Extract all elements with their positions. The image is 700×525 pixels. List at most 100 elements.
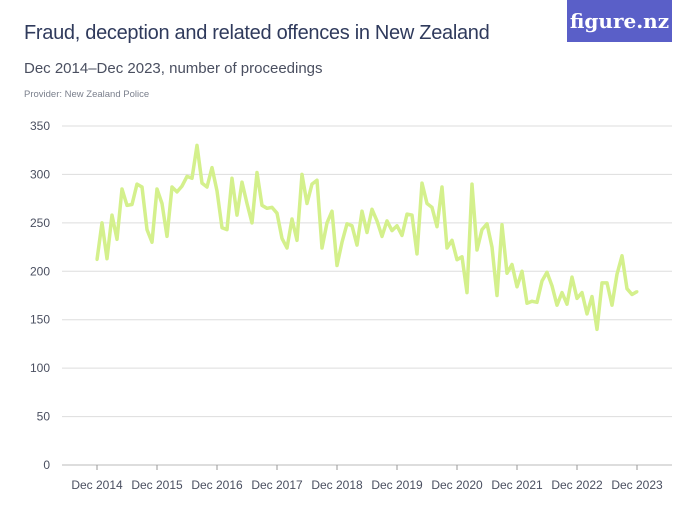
data-point: [430, 205, 434, 209]
data-point: [555, 303, 559, 307]
data-point: [535, 300, 539, 304]
x-tick-label: Dec 2018: [311, 478, 363, 492]
data-point: [200, 181, 204, 185]
data-point: [630, 293, 634, 297]
data-point: [350, 224, 354, 228]
x-tick-label: Dec 2015: [131, 478, 183, 492]
data-point: [375, 219, 379, 223]
data-point: [400, 233, 404, 237]
data-point: [320, 246, 324, 250]
data-point: [295, 238, 299, 242]
data-point: [635, 290, 639, 294]
y-tick-label: 350: [30, 119, 50, 133]
data-point: [315, 178, 319, 182]
data-point: [160, 201, 164, 205]
data-point: [335, 263, 339, 267]
data-point: [385, 219, 389, 223]
data-point: [240, 180, 244, 184]
data-point: [115, 237, 119, 241]
data-point: [395, 224, 399, 228]
data-point: [625, 287, 629, 291]
data-point: [580, 291, 584, 295]
data-point: [175, 190, 179, 194]
data-point: [325, 221, 329, 225]
data-point: [135, 182, 139, 186]
data-point: [95, 258, 99, 262]
data-point: [420, 181, 424, 185]
data-point: [140, 185, 144, 189]
data-point: [505, 271, 509, 275]
data-point: [215, 189, 219, 193]
data-point: [440, 185, 444, 189]
data-point: [185, 174, 189, 178]
figure-nz-logo[interactable]: figure.nz: [567, 0, 672, 42]
data-point: [510, 263, 514, 267]
data-point: [345, 222, 349, 226]
data-point: [110, 213, 114, 217]
data-point: [190, 176, 194, 180]
y-tick-label: 300: [30, 167, 50, 181]
x-tick-label: Dec 2019: [371, 478, 423, 492]
data-point: [495, 294, 499, 297]
data-point: [600, 281, 604, 285]
data-point: [155, 187, 159, 191]
data-point: [260, 203, 264, 207]
y-tick-label: 0: [43, 458, 50, 472]
data-point: [565, 302, 569, 306]
data-point: [310, 182, 314, 186]
data-point: [195, 143, 199, 147]
data-point: [165, 234, 169, 238]
data-point: [480, 228, 484, 232]
data-point: [590, 294, 594, 298]
data-point: [445, 246, 449, 250]
y-tick-label: 150: [30, 313, 50, 327]
chart-title: Fraud, deception and related offences in…: [24, 22, 490, 44]
data-point: [220, 226, 224, 230]
data-point: [475, 248, 479, 252]
data-point: [470, 182, 474, 186]
data-point: [575, 296, 579, 300]
data-point: [120, 187, 124, 191]
x-tick-label: Dec 2020: [431, 478, 483, 492]
provider-note: Provider: New Zealand Police: [24, 89, 150, 100]
x-tick-label: Dec 2014: [71, 478, 123, 492]
data-point: [595, 327, 599, 331]
data-point: [285, 246, 289, 250]
data-point: [530, 299, 534, 303]
data-point: [560, 291, 564, 295]
data-point: [330, 209, 334, 213]
data-point: [280, 236, 284, 240]
data-point: [290, 217, 294, 221]
data-point: [525, 301, 529, 305]
data-point: [500, 223, 504, 227]
data-point: [605, 281, 609, 285]
data-point: [365, 231, 369, 235]
data-point: [515, 285, 519, 289]
data-point: [180, 184, 184, 188]
x-tick-label: Dec 2023: [611, 478, 663, 492]
data-point: [270, 205, 274, 209]
data-point: [380, 234, 384, 238]
data-point: [570, 275, 574, 279]
data-point: [465, 291, 469, 295]
x-tick-label: Dec 2016: [191, 478, 243, 492]
data-point: [370, 207, 374, 211]
data-point: [300, 172, 304, 176]
data-point: [620, 254, 624, 258]
data-point: [550, 284, 554, 288]
data-point: [235, 213, 239, 217]
data-point: [225, 228, 229, 232]
data-point: [305, 201, 309, 205]
data-point: [250, 221, 254, 225]
x-tick-label: Dec 2017: [251, 478, 303, 492]
data-point: [125, 203, 129, 207]
x-tick-label: Dec 2022: [551, 478, 603, 492]
data-point: [415, 252, 419, 256]
data-point: [170, 185, 174, 189]
data-point: [450, 238, 454, 242]
data-point: [435, 225, 439, 229]
data-point: [485, 222, 489, 226]
data-point: [100, 221, 104, 225]
data-point: [490, 245, 494, 249]
